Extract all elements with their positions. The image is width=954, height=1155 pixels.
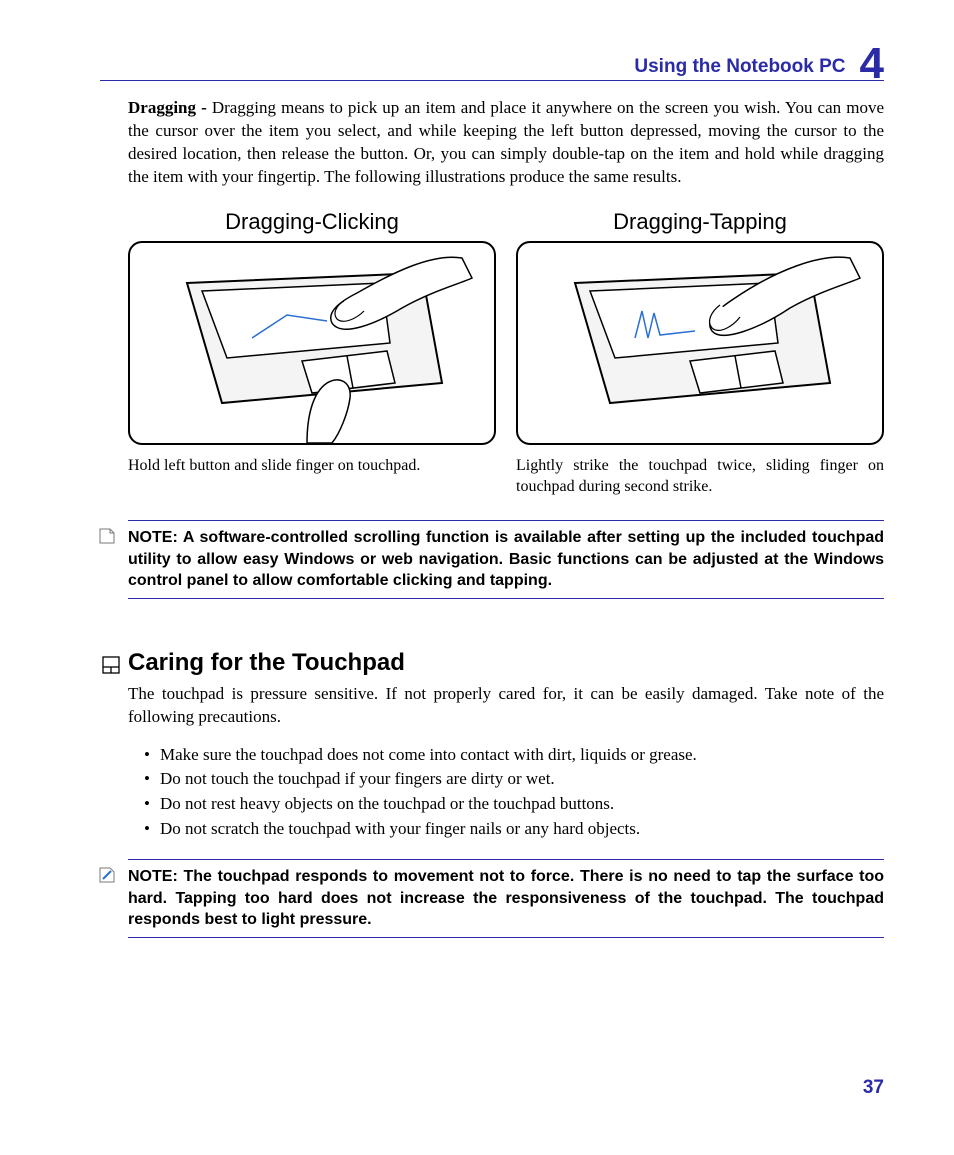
list-item: Make sure the touchpad does not come int… — [144, 743, 884, 768]
note1-body: A software-controlled scrolling function… — [128, 529, 884, 589]
figure-box-left — [128, 241, 496, 445]
figure-dragging-tapping: Dragging-Tapping Lightly strike the touc… — [516, 209, 884, 498]
page-number: 37 — [863, 1077, 884, 1099]
note-scrolling-text: NOTE: A software-controlled scrolling fu… — [128, 527, 884, 592]
dragging-paragraph: Dragging - Dragging means to pick up an … — [128, 97, 884, 189]
note1-label: NOTE: — [128, 529, 183, 546]
list-item: Do not touch the touchpad if your finger… — [144, 767, 884, 792]
list-item: Do not scratch the touchpad with your fi… — [144, 817, 884, 842]
header-section-title: Using the Notebook PC — [634, 56, 845, 78]
note-scrolling: NOTE: A software-controlled scrolling fu… — [128, 520, 884, 599]
figure-row: Dragging-Clicking H — [128, 209, 884, 498]
note-pen-icon — [98, 866, 116, 884]
note-pressure: NOTE: The touchpad responds to movement … — [128, 859, 884, 938]
note-icon — [98, 527, 116, 545]
figure-caption-right: Lightly strike the touchpad twice, slidi… — [516, 455, 884, 498]
section-intro: The touchpad is pressure sensitive. If n… — [128, 683, 884, 729]
dragging-lead: Dragging - — [128, 98, 212, 117]
figure-caption-left: Hold left button and slide finger on tou… — [128, 455, 496, 477]
list-item: Do not rest heavy objects on the touchpa… — [144, 792, 884, 817]
manual-page: Using the Notebook PC 4 Dragging - Dragg… — [0, 0, 954, 1155]
dragging-body: Dragging means to pick up an item and pl… — [128, 98, 884, 186]
figure-box-right — [516, 241, 884, 445]
page-header: Using the Notebook PC 4 — [100, 40, 884, 81]
precaution-list: Make sure the touchpad does not come int… — [144, 743, 884, 842]
touchpad-illustration-right — [518, 243, 882, 443]
figure-title-right: Dragging-Tapping — [516, 209, 884, 235]
section-heading-text: Caring for the Touchpad — [128, 649, 405, 676]
note2-label: NOTE: — [128, 868, 183, 885]
note2-body: The touchpad responds to movement not to… — [128, 868, 884, 928]
touchpad-illustration-left — [130, 243, 494, 443]
note-pressure-text: NOTE: The touchpad responds to movement … — [128, 866, 884, 931]
figure-title-left: Dragging-Clicking — [128, 209, 496, 235]
section-heading-caring: Caring for the Touchpad — [128, 649, 884, 677]
chapter-number: 4 — [860, 46, 884, 81]
touchpad-glyph-icon — [102, 653, 120, 671]
figure-dragging-clicking: Dragging-Clicking H — [128, 209, 496, 498]
